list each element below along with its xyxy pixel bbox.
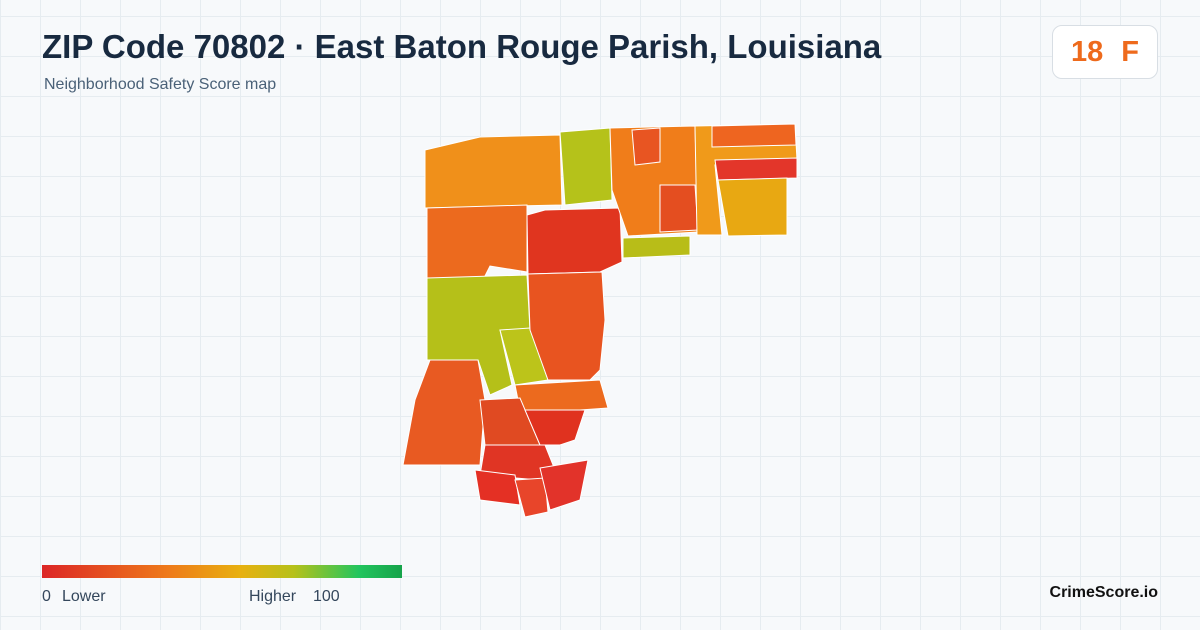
area xyxy=(714,157,798,181)
legend-min: 0 xyxy=(42,588,51,605)
area xyxy=(527,271,606,381)
legend-bar xyxy=(42,565,402,578)
area xyxy=(514,379,609,411)
legend-min-label: Lower xyxy=(62,588,106,605)
legend-max: 100 xyxy=(313,588,340,605)
area xyxy=(717,177,788,237)
brand: CrimeScore.io xyxy=(1049,584,1158,601)
area xyxy=(402,359,486,466)
title: ZIP Code 70802 · East Baton Rouge Parish… xyxy=(42,28,882,65)
area xyxy=(424,134,563,209)
area xyxy=(474,469,521,506)
area xyxy=(711,123,797,148)
legend-max-label: Higher xyxy=(249,588,297,605)
area xyxy=(539,459,589,511)
subtitle: Neighborhood Safety Score map xyxy=(44,76,277,93)
area xyxy=(631,127,661,166)
area xyxy=(514,477,549,518)
area xyxy=(622,235,691,259)
area xyxy=(524,409,586,446)
area xyxy=(426,204,528,279)
area xyxy=(659,184,699,233)
score-badge: 18 F xyxy=(1052,25,1158,79)
area xyxy=(559,127,613,206)
grade: F xyxy=(1121,35,1139,68)
area xyxy=(526,207,623,275)
score: 18 xyxy=(1071,35,1104,68)
